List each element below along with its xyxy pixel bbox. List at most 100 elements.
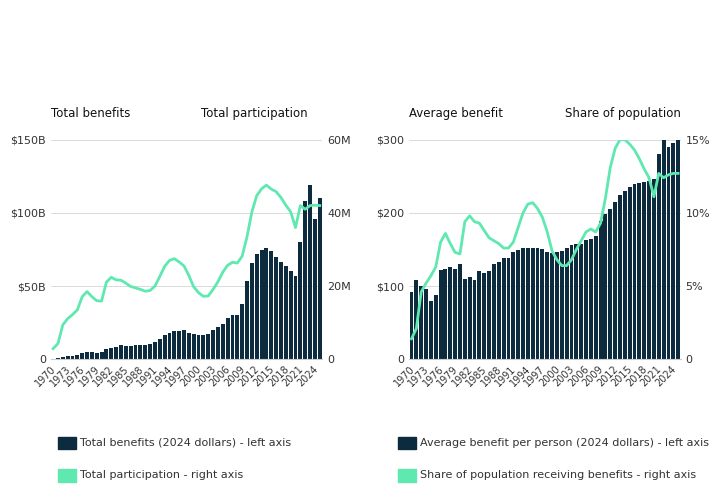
Bar — [487, 271, 491, 359]
Bar — [95, 353, 98, 359]
Bar — [468, 277, 471, 359]
Bar — [570, 245, 573, 359]
Bar — [109, 348, 113, 359]
Bar — [623, 191, 627, 359]
Bar — [652, 179, 656, 359]
Bar — [66, 356, 70, 359]
Bar — [434, 295, 438, 359]
Bar — [560, 251, 564, 359]
Bar — [463, 279, 467, 359]
Bar — [676, 140, 680, 359]
Text: Total benefits (2024 dollars) - left axis: Total benefits (2024 dollars) - left axi… — [80, 438, 291, 448]
Bar — [536, 248, 539, 359]
Bar — [473, 280, 476, 359]
Bar — [410, 292, 413, 359]
Bar — [211, 330, 215, 359]
Text: Share of population: Share of population — [565, 107, 681, 120]
Bar — [284, 266, 287, 359]
Bar — [439, 270, 442, 359]
Bar — [167, 333, 172, 359]
Bar — [177, 331, 181, 359]
Bar — [531, 248, 534, 359]
Bar — [657, 154, 661, 359]
Bar — [565, 248, 568, 359]
Bar — [671, 143, 675, 359]
Bar — [192, 334, 195, 359]
Bar — [279, 262, 283, 359]
Bar — [429, 301, 433, 359]
Bar — [274, 257, 278, 359]
Bar — [298, 242, 303, 359]
Bar — [129, 345, 132, 359]
Bar — [201, 335, 206, 359]
Bar — [134, 345, 138, 359]
Bar — [61, 357, 64, 359]
Bar — [90, 352, 94, 359]
Bar — [545, 251, 550, 359]
Bar — [637, 183, 641, 359]
Bar — [216, 327, 220, 359]
Bar — [540, 249, 544, 359]
Bar — [492, 264, 496, 359]
Bar — [550, 253, 554, 359]
Bar — [75, 355, 80, 359]
Bar — [255, 254, 258, 359]
Bar — [85, 351, 89, 359]
Bar — [148, 344, 152, 359]
Bar — [584, 240, 588, 359]
Bar — [662, 132, 665, 359]
Bar — [613, 202, 617, 359]
Bar — [250, 263, 254, 359]
Bar — [497, 262, 501, 359]
Text: Total participation: Total participation — [201, 107, 308, 120]
Text: Total benefits: Total benefits — [51, 107, 130, 120]
Bar — [511, 251, 515, 359]
Bar — [482, 273, 486, 359]
Bar — [424, 289, 428, 359]
Bar — [269, 251, 273, 359]
Bar — [458, 264, 462, 359]
Bar — [599, 221, 602, 359]
Bar — [187, 333, 191, 359]
Bar — [313, 219, 317, 359]
Bar — [158, 339, 161, 359]
Bar — [293, 276, 298, 359]
Bar — [594, 237, 597, 359]
Bar — [642, 182, 646, 359]
Bar — [235, 315, 239, 359]
Bar — [574, 244, 578, 359]
Bar — [80, 353, 84, 359]
Bar — [138, 345, 143, 359]
Bar — [628, 187, 631, 359]
Bar — [516, 250, 520, 359]
Bar — [206, 334, 210, 359]
Bar — [163, 335, 167, 359]
Bar — [182, 330, 186, 359]
Bar — [414, 280, 418, 359]
Bar — [245, 281, 249, 359]
Bar — [555, 252, 559, 359]
Bar — [444, 268, 447, 359]
Text: Share of population receiving benefits - right axis: Share of population receiving benefits -… — [420, 470, 696, 480]
Bar — [507, 257, 510, 359]
Text: Average benefit: Average benefit — [409, 107, 503, 120]
Bar — [124, 346, 127, 359]
Bar — [100, 352, 104, 359]
Text: Average benefit per person (2024 dollars) - left axis: Average benefit per person (2024 dollars… — [420, 438, 709, 448]
Bar — [521, 248, 525, 359]
Bar — [604, 214, 607, 359]
Bar — [143, 345, 147, 359]
Bar — [477, 271, 481, 359]
Text: Total participation - right axis: Total participation - right axis — [80, 470, 243, 480]
Bar — [119, 345, 123, 359]
Bar — [114, 347, 118, 359]
Bar — [453, 269, 457, 359]
Bar — [448, 267, 452, 359]
Bar — [303, 201, 307, 359]
Bar — [230, 315, 235, 359]
Bar — [70, 356, 75, 359]
Bar — [318, 198, 321, 359]
Bar — [104, 349, 109, 359]
Bar — [197, 334, 201, 359]
Bar — [589, 239, 593, 359]
